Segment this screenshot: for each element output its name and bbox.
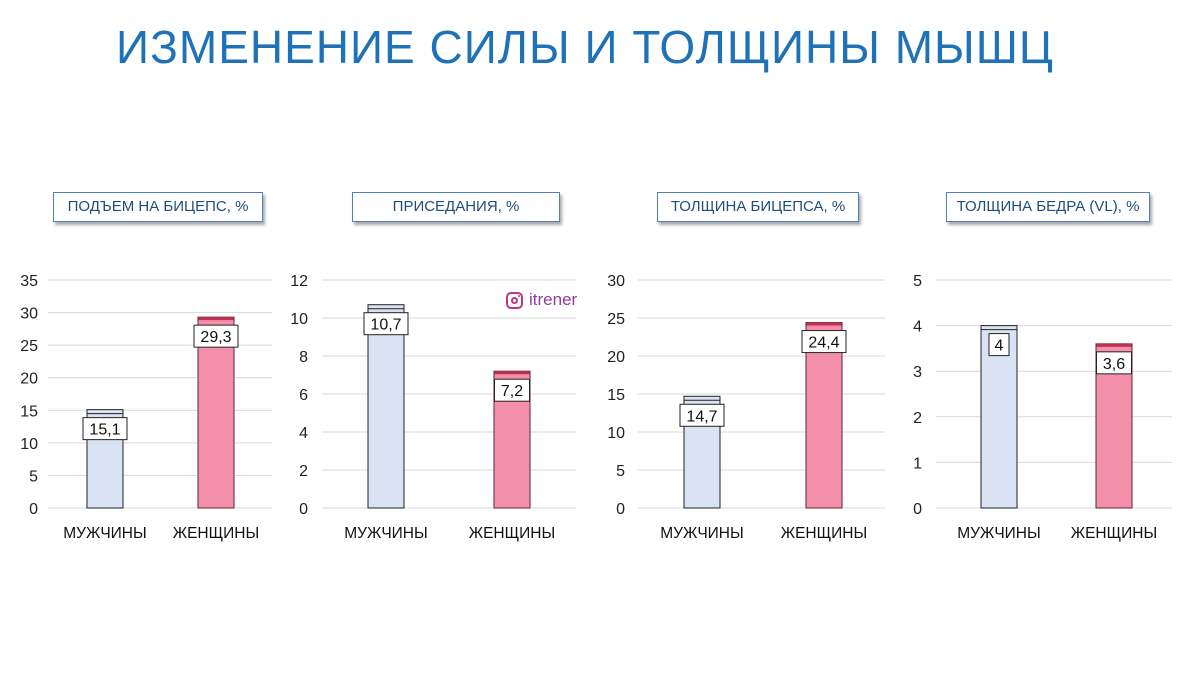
- chart-2-data-label: 10,7: [370, 317, 401, 334]
- chart-3-bar-women-cap: [806, 322, 842, 326]
- chart-1-data-label-box: [82, 417, 128, 441]
- chart-1-data-label-box: [193, 324, 239, 348]
- chart-3-bar-women: [805, 322, 843, 509]
- chart-2-y-tick: 10: [290, 311, 308, 328]
- chart-2-data-label-box: [363, 312, 409, 336]
- chart-1-y-tick: 30: [20, 306, 38, 323]
- chart-2-y-tick: 6: [299, 387, 308, 404]
- chart-3-y-tick: 25: [607, 311, 625, 328]
- chart-3-y-tick: 5: [616, 463, 625, 480]
- chart-4-category-label: ЖЕНЩИНЫ: [1071, 525, 1157, 542]
- chart-2-data-label: 7,2: [501, 383, 523, 400]
- chart-3-category-label: МУЖЧИНЫ: [660, 525, 743, 542]
- chart-4-title: ТОЛЩИНА БЕДРА (VL), %: [946, 192, 1150, 222]
- chart-1-category-label: МУЖЧИНЫ: [63, 525, 146, 542]
- chart-4-y-tick: 0: [913, 501, 922, 518]
- chart-2-y-tick: 4: [299, 425, 308, 442]
- chart-3-y-tick: 30: [607, 273, 625, 290]
- watermark: itrener: [506, 290, 577, 310]
- chart-3-data-label: 24,4: [808, 335, 839, 352]
- chart-3-y-tick: 0: [616, 501, 625, 518]
- chart-4-y-tick: 4: [913, 319, 922, 336]
- chart-1-y-tick: 35: [20, 273, 38, 290]
- page-title: ИЗМЕНЕНИЕ СИЛЫ И ТОЛЩИНЫ МЫШЦ: [116, 21, 1054, 73]
- chart-2-title: ПРИСЕДАНИЯ, %: [352, 192, 560, 222]
- chart-1-bar-women-cap: [198, 317, 234, 321]
- chart-4-data-label-box: [988, 333, 1010, 357]
- chart-3-data-label: 14,7: [686, 408, 717, 425]
- chart-2-category-label: МУЖЧИНЫ: [344, 525, 427, 542]
- chart-2-y-tick: 8: [299, 349, 308, 366]
- chart-4-y-tick: 5: [913, 273, 922, 290]
- chart-4-y-tick: 3: [913, 364, 922, 381]
- chart-3-data-label-box: [801, 330, 847, 354]
- chart-1-y-tick: 15: [20, 403, 38, 420]
- chart-1-y-tick: 5: [29, 468, 38, 485]
- chart-2-bar-men: [367, 304, 405, 509]
- chart-4-data-label: 4: [995, 338, 1004, 355]
- chart-4-data-label: 3,6: [1103, 356, 1125, 373]
- chart-4-bar-men: [980, 325, 1018, 509]
- chart-1-y-tick: 0: [29, 501, 38, 518]
- chart-4-y-tick: 2: [913, 410, 922, 427]
- chart-3-category-label: ЖЕНЩИНЫ: [781, 525, 867, 542]
- chart-4-category-label: МУЖЧИНЫ: [957, 525, 1040, 542]
- chart-2-data-label-box: [494, 378, 530, 402]
- instagram-icon: [506, 291, 523, 309]
- chart-1-y-tick: 20: [20, 371, 38, 388]
- chart-1-title: ПОДЪЕМ НА БИЦЕПС, %: [53, 192, 263, 222]
- chart-2-y-tick: 12: [290, 273, 308, 290]
- watermark-text: itrener: [529, 290, 578, 309]
- chart-4-y-tick: 1: [913, 455, 922, 472]
- chart-3-data-label-box: [679, 403, 725, 427]
- chart-3-title: ТОЛЩИНА БИЦЕПСА, %: [657, 192, 859, 222]
- chart-4-bar-women-cap: [1096, 343, 1132, 347]
- chart-1-data-label: 29,3: [200, 329, 231, 346]
- chart-2-bar-women-cap: [494, 371, 530, 375]
- chart-1-category-label: ЖЕНЩИНЫ: [173, 525, 259, 542]
- chart-4-data-label-box: [1096, 351, 1132, 375]
- chart-1-y-tick: 10: [20, 436, 38, 453]
- chart-2-category-label: ЖЕНЩИНЫ: [469, 525, 555, 542]
- chart-3-y-tick: 15: [607, 387, 625, 404]
- chart-1-bar-women: [197, 316, 235, 509]
- chart-1-data-label: 15,1: [89, 422, 120, 439]
- chart-3-y-tick: 20: [607, 349, 625, 366]
- chart-3-y-tick: 10: [607, 425, 625, 442]
- chart-2-y-tick: 2: [299, 463, 308, 480]
- chart-2-y-tick: 0: [299, 501, 308, 518]
- chart-1-y-tick: 25: [20, 338, 38, 355]
